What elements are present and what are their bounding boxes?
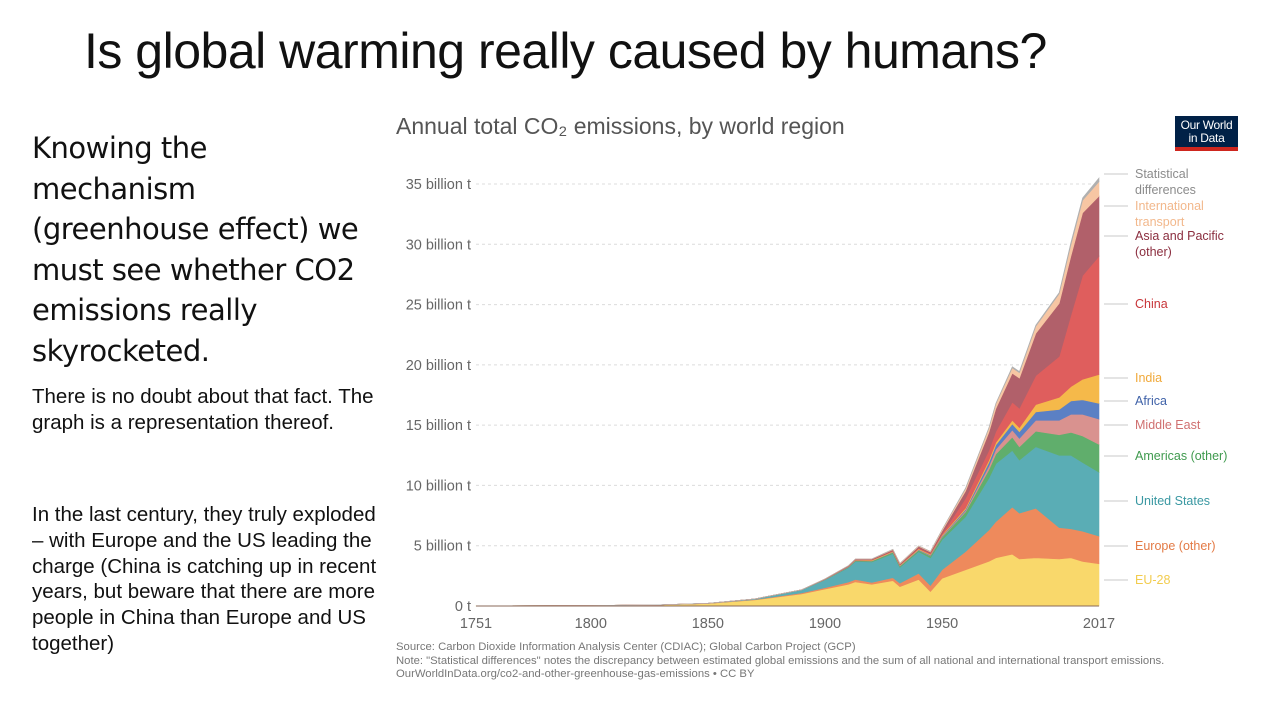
lead-text: Knowing the mechanism (greenhouse effect…	[32, 131, 359, 368]
y-tick-label: 20 billion t	[406, 358, 471, 374]
grid-lines	[476, 183, 1099, 547]
legend-item-united-states[interactable]: United States	[1104, 494, 1210, 508]
legend-item-africa[interactable]: Africa	[1104, 394, 1167, 408]
chart-title: Annual total CO₂ emissions, by world reg…	[396, 113, 845, 139]
source-text: Source: Carbon Dioxide Information Analy…	[396, 641, 856, 653]
x-tick-label: 1850	[692, 616, 724, 632]
y-tick-label: 10 billion t	[406, 478, 471, 494]
legend-label: differences	[1135, 183, 1196, 197]
legend-label: Middle East	[1135, 418, 1201, 432]
source-url[interactable]: OurWorldInData.org/co2-and-other-greenho…	[396, 668, 755, 681]
axes: 0 t 5 billion t 10 billion t 15 billion t 20…	[406, 177, 1115, 632]
note-text: Note: "Statistical differences" notes th…	[396, 654, 1165, 667]
legend-item-eu-28[interactable]: EU-28	[1104, 573, 1170, 587]
y-tick-label: 15 billion t	[406, 418, 471, 434]
x-tick-label: 2017	[1083, 616, 1115, 632]
legend-item-americas-other[interactable]: Americas (other)	[1104, 449, 1227, 463]
legend-item-statistical-differences[interactable]: Statistical differences	[1104, 167, 1196, 197]
legend: EU-28 Europe (other) United States Americas…	[1104, 167, 1227, 587]
owid-logo-line1: Our World	[1180, 118, 1233, 132]
slide-title: Is global warming really caused by human…	[84, 23, 1047, 79]
legend-label: transport	[1135, 215, 1185, 229]
legend-label: International	[1135, 199, 1204, 213]
legend-label: Africa	[1135, 394, 1167, 408]
paragraph-fact: There is no doubt about that fact. The g…	[32, 385, 374, 434]
x-tick-label: 1900	[809, 616, 841, 632]
legend-label: (other)	[1135, 245, 1172, 259]
legend-item-india[interactable]: India	[1104, 371, 1162, 385]
legend-item-international-transport[interactable]: International transport	[1104, 199, 1204, 229]
y-tick-label: 30 billion t	[406, 237, 471, 253]
owid-logo[interactable]: Our World in Data	[1175, 116, 1238, 151]
x-tick-label: 1751	[460, 616, 492, 632]
series-areas	[475, 177, 1100, 607]
x-tick-label: 1950	[926, 616, 958, 632]
owid-logo-line2: in Data	[1188, 130, 1225, 145]
legend-item-asia-and-pacific-other[interactable]: Asia and Pacific (other)	[1104, 229, 1224, 259]
y-tick-label: 25 billion t	[406, 298, 471, 314]
legend-item-europe-other[interactable]: Europe (other)	[1104, 539, 1216, 553]
legend-label: China	[1135, 297, 1168, 311]
y-tick-label: 0 t	[455, 599, 471, 615]
legend-label: United States	[1135, 494, 1210, 508]
legend-label: India	[1135, 371, 1162, 385]
x-tick-label: 1800	[575, 616, 607, 632]
y-tick-label: 5 billion t	[414, 539, 471, 555]
y-tick-label: 35 billion t	[406, 177, 471, 193]
chart-footer: Source: Carbon Dioxide Information Analy…	[396, 641, 1236, 682]
area-eu-28[interactable]	[475, 553, 1100, 607]
area-statistical-differences[interactable]	[475, 177, 1100, 607]
legend-item-middle-east[interactable]: Middle East	[1104, 418, 1201, 432]
legend-label: EU-28	[1135, 573, 1170, 587]
legend-label: Statistical	[1135, 167, 1189, 181]
legend-label: Asia and Pacific	[1135, 229, 1224, 243]
legend-label: Europe (other)	[1135, 539, 1216, 553]
legend-label: Americas (other)	[1135, 449, 1227, 463]
legend-item-china[interactable]: China	[1104, 297, 1168, 311]
paragraph-explosion: In the last century, they truly exploded…	[32, 503, 377, 655]
